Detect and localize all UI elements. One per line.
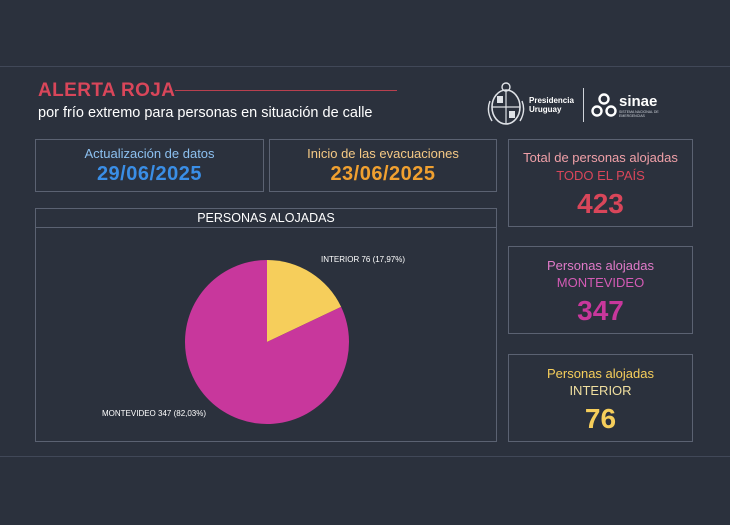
interior-stat-sublabel: INTERIOR	[569, 383, 632, 398]
chart-title: PERSONAS ALOJADAS	[36, 209, 496, 228]
total-stat-value: 423	[577, 188, 624, 219]
update-date-value: 29/06/2025	[96, 163, 203, 185]
pie-slice-interior	[267, 260, 342, 342]
pie-chart: INTERIOR 76 (17,97%) MONTEVIDEO 347 (82,…	[102, 255, 405, 424]
interior-stat-box: Personas alojadas INTERIOR 76	[508, 354, 693, 442]
sinae-subtitle: SISTEMA NACIONAL DE EMERGENCIAS	[619, 110, 659, 118]
interior-stat-value: 76	[584, 403, 617, 434]
montevideo-stat-label: Personas alojadas	[547, 258, 654, 273]
evacuation-date-label: Inicio de las evacuaciones	[307, 146, 459, 161]
sinae-logo-icon	[591, 93, 617, 117]
montevideo-stat-value: 347	[577, 295, 624, 326]
bottom-divider	[0, 456, 730, 457]
presidencia-line1: Presidencia	[529, 96, 574, 105]
evacuation-date-box: Inicio de las evacuaciones 23/06/2025	[269, 139, 497, 192]
update-date-label: Actualización de datos	[84, 146, 215, 161]
logos: Presidencia Uruguay sinae SISTEMA NACION…	[486, 80, 666, 130]
total-stat-label: Total de personas alojadas	[523, 150, 678, 165]
sinae-wordmark: sinae	[619, 93, 658, 110]
pie-label-montevideo: MONTEVIDEO 347 (82,03%)	[102, 409, 206, 418]
montevideo-stat-box: Personas alojadas MONTEVIDEO 347	[508, 246, 693, 334]
interior-stat-label: Personas alojadas	[547, 366, 654, 381]
pie-slice-montevideo	[184, 260, 349, 424]
logo-divider	[583, 88, 584, 122]
pie-label-interior: INTERIOR 76 (17,97%)	[321, 255, 405, 264]
presidencia-line2: Uruguay	[529, 105, 562, 114]
chart-panel: PERSONAS ALOJADAS INTERIOR 76 (17,97%) M…	[35, 208, 497, 442]
montevideo-stat-sublabel: MONTEVIDEO	[556, 275, 645, 290]
total-stat-box: Total de personas alojadas TODO EL PAÍS …	[508, 139, 693, 227]
evacuation-date-value: 23/06/2025	[330, 163, 436, 185]
uruguay-coat-of-arms-icon	[487, 82, 525, 125]
top-divider	[0, 66, 730, 67]
title-rule	[175, 90, 397, 91]
page-subtitle: por frío extremo para personas en situac…	[38, 105, 373, 121]
page-title: ALERTA ROJA	[38, 80, 176, 101]
total-stat-sublabel: TODO EL PAÍS	[556, 168, 645, 183]
update-date-box: Actualización de datos 29/06/2025	[35, 139, 264, 192]
